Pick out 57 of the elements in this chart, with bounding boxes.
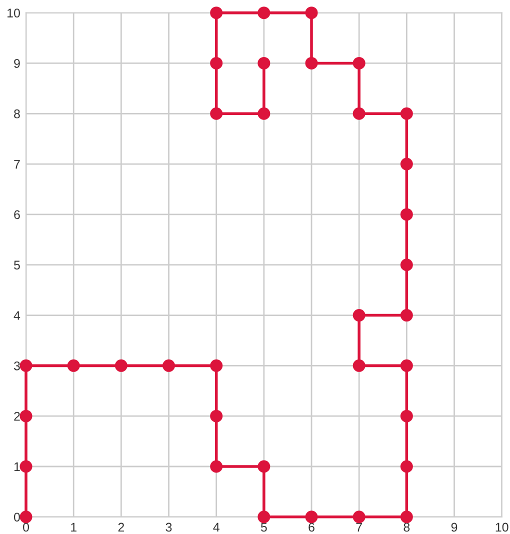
x-tick-label: 9 xyxy=(451,522,458,532)
point xyxy=(305,6,318,20)
point xyxy=(400,410,413,422)
point xyxy=(162,359,176,372)
x-tick-label: 0 xyxy=(23,522,29,532)
point xyxy=(305,56,318,70)
y-tick-label: 8 xyxy=(14,109,20,118)
point xyxy=(400,510,413,524)
x-tick-label: 8 xyxy=(404,522,410,532)
x-tick-label: 1 xyxy=(71,522,76,532)
y-tick-label: 9 xyxy=(14,59,20,68)
point xyxy=(352,107,366,120)
y-tick-label: 1 xyxy=(14,462,20,472)
point xyxy=(352,510,366,524)
point xyxy=(400,309,413,322)
point xyxy=(114,359,128,372)
point xyxy=(210,6,223,20)
x-tick-label: 6 xyxy=(308,522,314,532)
point xyxy=(400,158,413,170)
point xyxy=(400,258,413,272)
point xyxy=(305,510,318,524)
point xyxy=(258,6,270,20)
x-tick-label: 10 xyxy=(496,522,508,532)
point xyxy=(20,359,32,372)
point xyxy=(400,107,413,120)
point xyxy=(258,107,270,120)
point xyxy=(352,359,366,372)
x-tick-label: 5 xyxy=(260,522,267,532)
point xyxy=(400,208,413,221)
point xyxy=(210,460,223,473)
y-tick-label: 6 xyxy=(14,210,20,220)
point xyxy=(352,309,366,322)
point xyxy=(258,56,270,70)
y-tick-label: 3 xyxy=(14,361,20,370)
point xyxy=(258,510,270,524)
point xyxy=(400,460,413,473)
point xyxy=(400,359,413,372)
x-tick-label: 2 xyxy=(118,522,124,532)
point xyxy=(210,56,223,70)
point xyxy=(20,460,32,473)
point xyxy=(210,410,223,422)
x-tick-label: 4 xyxy=(213,522,220,532)
point xyxy=(352,56,366,70)
point xyxy=(67,359,80,372)
point xyxy=(210,359,223,372)
point xyxy=(258,460,270,473)
y-tick-label: 5 xyxy=(14,260,20,270)
x-tick-label: 7 xyxy=(356,522,362,532)
y-tick-label: 7 xyxy=(14,160,20,169)
y-tick-label: 4 xyxy=(14,311,20,320)
y-tick-label: 0 xyxy=(14,512,20,522)
point xyxy=(20,410,32,422)
y-tick-label: 2 xyxy=(14,412,20,421)
point xyxy=(20,510,32,524)
y-tick-label: 10 xyxy=(8,8,20,18)
point xyxy=(210,107,223,120)
x-tick-label: 3 xyxy=(166,522,172,532)
